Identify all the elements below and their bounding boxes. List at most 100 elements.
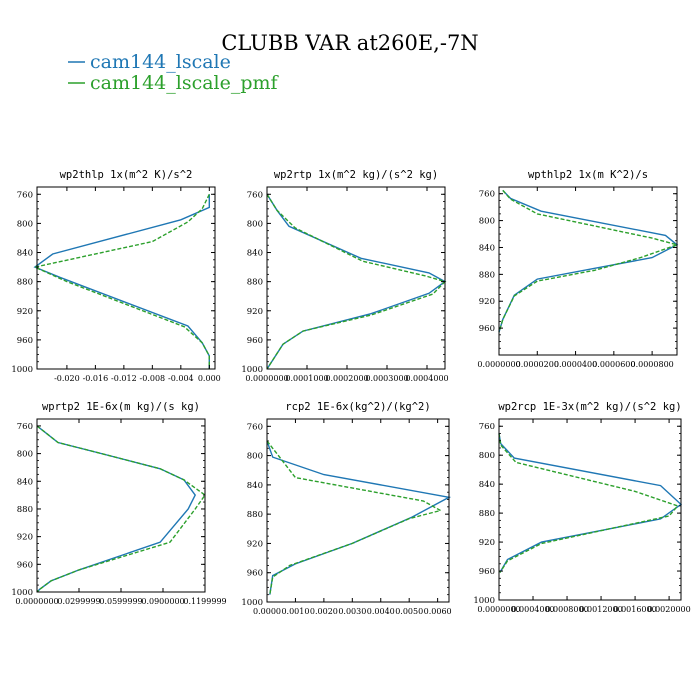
y-tick-label: 1000 [241,365,263,375]
x-tick-label: 0.000 [198,374,221,383]
series-line-0 [498,189,679,333]
x-tick-label: 0.0900000 [141,597,184,606]
panel-title: rcp2 1E-6x(kg^2)/(kg^2) [285,401,430,413]
panel-3: wprtp2 1E-6x(m kg)/(s kg) 760 800 840 880 920… [11,401,226,606]
x-tick-label: 0.0000000 [245,374,288,383]
series-line-1 [498,433,679,573]
y-tick-label: 880 [17,278,33,288]
panel-1: wp2rtp 1x(m^2 kg)/(s^2 kg) 760 800 840 880 92… [241,169,448,383]
plot-frame [498,186,678,356]
y-tick-label: 1000 [473,596,495,606]
x-tick-label: 0.0000000 [477,605,520,614]
panels: wp2thlp 1x(m^2 K)/s^2 760 800 840 880 920 960 1… [11,169,690,616]
y-tick-label: 800 [479,451,495,461]
y-tick-label: 880 [247,510,263,520]
y-tick-label: 800 [17,450,33,460]
x-tick-label: 0.0001000 [285,374,328,383]
series-line-0 [266,440,452,595]
y-tick-label: 840 [479,480,495,490]
x-tick-label: 0.0040 [367,607,395,616]
panel-0: wp2thlp 1x(m^2 K)/s^2 760 800 840 880 920 960 1… [11,169,220,383]
plot-frame [36,186,216,370]
panel-title: wp2rtp 1x(m^2 kg)/(s^2 kg) [274,169,438,181]
y-tick-label: 760 [479,190,495,200]
y-tick-label: 840 [247,481,263,491]
x-tick-label: -0.016 [83,374,109,383]
x-tick-label: 0.0016000 [613,605,656,614]
panel-title: wpthlp2 1x(m K^2)/s [528,169,648,181]
x-tick-label: 0.0020 [310,607,338,616]
y-tick-label: 800 [247,219,263,229]
y-tick-label: 1000 [11,588,33,598]
x-tick-label: 0.0060 [424,607,452,616]
legend-label-1: cam144_lscale_pmf [90,72,280,94]
y-tick-label: 840 [17,249,33,259]
y-tick-label: 920 [17,307,33,317]
x-tick-label: 0.0000000 [15,597,58,606]
series-line-1 [498,189,680,333]
y-tick-label: 760 [247,422,263,432]
x-tick-label: 0.0030 [338,607,366,616]
x-tick-label: 0.0000600 [592,360,635,369]
x-tick-label: 0.0010 [281,607,309,616]
y-tick-label: 920 [17,533,33,543]
panel-4: rcp2 1E-6x(kg^2)/(kg^2) 760 800 840 880 920 96… [241,401,451,616]
y-tick-label: 840 [247,249,263,259]
y-tick-label: 1000 [241,598,263,608]
series-line-1 [36,425,206,593]
y-tick-label: 760 [17,422,33,432]
plot-frame [266,418,450,603]
y-tick-label: 880 [479,270,495,280]
y-tick-label: 800 [17,219,33,229]
y-tick-label: 800 [479,217,495,227]
plot-frame [36,418,206,593]
y-tick-label: 960 [247,569,263,579]
x-tick-label: -0.020 [54,374,80,383]
x-tick-label: 0.0020000 [647,605,690,614]
x-tick-label: 0.1199999 [183,597,226,606]
series-line-0 [33,194,211,369]
y-tick-label: 880 [479,509,495,519]
y-tick-label: 960 [17,336,33,346]
y-tick-label: 920 [247,307,263,317]
x-tick-label: 0.0003000 [365,374,408,383]
y-tick-label: 800 [247,452,263,462]
y-tick-label: 880 [17,505,33,515]
panel-title: wp2rcp 1E-3x(m^2 kg)/(s^2 kg) [498,401,681,413]
x-tick-label: 0.0050 [395,607,423,616]
x-tick-label: 0.0000 [253,607,281,616]
y-tick-label: 960 [479,567,495,577]
x-tick-label: -0.012 [111,374,137,383]
series-line-0 [36,425,197,593]
x-tick-label: 0.0008000 [545,605,588,614]
x-tick-label: 0.0002000 [325,374,368,383]
y-tick-label: 960 [479,324,495,334]
x-tick-label: 0.0000400 [554,360,597,369]
y-tick-label: 760 [247,190,263,200]
x-tick-label: 0.0599999 [99,597,142,606]
y-tick-label: 920 [479,297,495,307]
x-tick-label: 0.0299999 [57,597,100,606]
panel-title: wp2thlp 1x(m^2 K)/s^2 [60,169,193,181]
panel-title: wprtp2 1E-6x(m kg)/(s kg) [42,401,200,413]
x-tick-label: -0.008 [140,374,166,383]
series-line-1 [32,193,211,369]
plot-frame [266,186,446,370]
plot-frame [498,418,682,601]
legend-label-0: cam144_lscale [90,51,231,73]
y-tick-label: 960 [247,336,263,346]
series-line-1 [266,193,447,370]
x-tick-label: 0.0000000 [477,360,520,369]
legend: cam144_lscale cam144_lscale_pmf [68,51,280,94]
y-tick-label: 840 [17,477,33,487]
y-tick-label: 760 [479,422,495,432]
x-tick-label: 0.0004000 [511,605,554,614]
x-tick-label: 0.0012000 [579,605,622,614]
series-line-0 [266,193,447,370]
y-tick-label: 760 [17,190,33,200]
y-tick-label: 920 [247,539,263,549]
y-tick-label: 1000 [11,365,33,375]
x-tick-label: 0.0000800 [630,360,673,369]
series-line-1 [266,440,443,595]
